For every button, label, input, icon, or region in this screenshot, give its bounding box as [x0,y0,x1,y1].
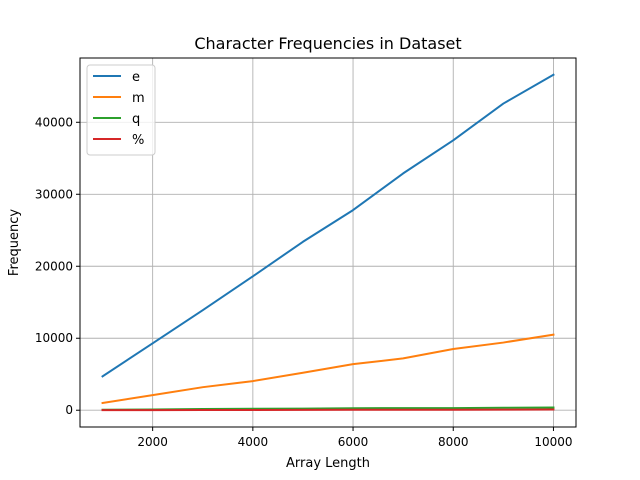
series-line-1 [101,333,555,405]
y-tick-label: 40000 [35,115,73,129]
series-line-0 [101,73,555,378]
legend-box [86,64,156,156]
y-axis-label: Frequency [7,209,22,276]
y-tick-label: 30000 [35,187,73,201]
y-tick-label: 10000 [35,331,73,345]
series-line-3 [101,408,555,412]
x-axis-label: Array Length [286,456,370,471]
legend-label: q [132,112,140,127]
x-tick-label: 8000 [438,435,469,449]
x-axis-ticks: 2000 4000 6000 8000 10000 [137,427,573,449]
y-tick-label: 0 [65,403,73,417]
legend-label: m [132,91,145,106]
plot-area-frame [79,57,577,428]
legend-label: e [132,70,140,85]
x-tick-label: 10000 [534,435,572,449]
y-axis-ticks: 0 10000 20000 30000 40000 [35,115,80,417]
chart-title: Character Frequencies in Dataset [194,34,461,53]
x-tick-label: 4000 [238,435,269,449]
legend-label: % [132,133,144,148]
series-lines [101,73,555,412]
x-tick-label: 6000 [338,435,369,449]
y-tick-label: 20000 [35,259,73,273]
x-tick-label: 2000 [137,435,168,449]
legend: emq% [86,64,156,156]
